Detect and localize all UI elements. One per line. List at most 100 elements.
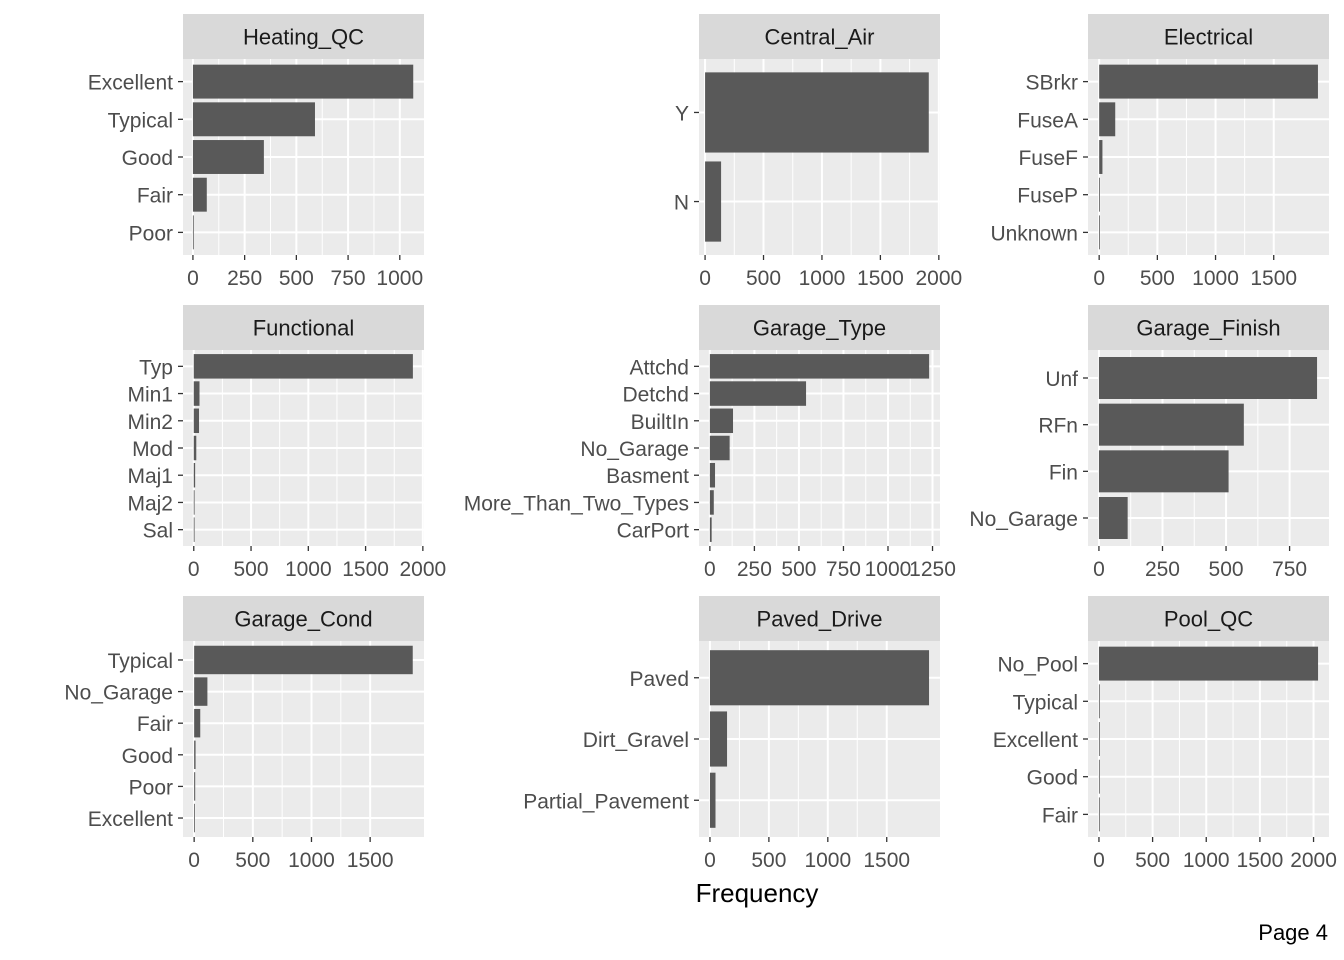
x-tick-label: 1500: [342, 558, 389, 581]
category-label: FuseP: [1017, 185, 1078, 208]
facet-strip: [1088, 14, 1329, 59]
facet-title: Electrical: [1164, 25, 1253, 50]
x-tick-label: 2000: [399, 558, 446, 581]
facet-title: Functional: [253, 316, 355, 341]
x-tick-label: 0: [1093, 849, 1105, 872]
x-tick-label: 250: [737, 558, 772, 581]
bar-fair: [1098, 797, 1100, 832]
x-tick-label: 1000: [376, 267, 423, 290]
category-label: Poor: [129, 222, 173, 245]
x-tick-label: 0: [704, 558, 716, 581]
bar-y: [705, 72, 929, 153]
x-tick-label: 500: [1209, 558, 1244, 581]
x-tick-label: 1000: [285, 558, 332, 581]
category-label: Fair: [1042, 804, 1078, 827]
category-label: SBrkr: [1026, 72, 1079, 95]
category-label: FuseA: [1017, 109, 1078, 132]
facet-electrical: Electrical 0 500 1000 1500 SBrkr FuseA FuseF Fus…: [990, 14, 1329, 290]
category-label: Mod: [132, 438, 173, 461]
x-tick-label: 750: [331, 267, 366, 290]
category-label: Detchd: [622, 384, 689, 407]
bar-sal: [193, 517, 195, 542]
category-label: Unf: [1045, 368, 1078, 391]
facet-heating-qc: Heating_QC 0 250 500 750 1000 Excellent Typical…: [88, 14, 424, 290]
bar-good: [192, 140, 264, 174]
x-tick-label: 1500: [1237, 849, 1284, 872]
category-label: Unknown: [990, 222, 1078, 245]
bar-paved: [709, 650, 930, 706]
facet-title: Central_Air: [764, 25, 874, 50]
bar-more-than-two-types: [709, 490, 714, 515]
bar-min1: [193, 381, 200, 406]
bar-typical: [192, 102, 315, 137]
facet-central-air: Central_Air 0 500 1000 1500 2000 Y N: [674, 14, 962, 290]
category-label: N: [674, 192, 689, 215]
bar-unknown: [1099, 215, 1100, 250]
category-label: Fin: [1049, 461, 1078, 484]
category-label: No_Garage: [64, 682, 173, 705]
facet-strip: [183, 596, 424, 641]
facet-title: Garage_Cond: [234, 607, 372, 632]
facet-strip: [699, 305, 940, 350]
x-tick-label: 0: [704, 849, 716, 872]
category-label: Excellent: [88, 72, 173, 95]
category-label: FuseF: [1018, 147, 1078, 170]
category-label: More_Than_Two_Types: [464, 492, 689, 515]
facet-garage-finish: Garage_Finish 0 250 500 750 Unf RFn Fin No_Garag…: [969, 305, 1329, 581]
bar-maj1: [193, 462, 196, 488]
page-number: Page 4: [1258, 920, 1328, 945]
x-tick-label: 750: [826, 558, 861, 581]
category-label: Typical: [108, 650, 173, 673]
x-tick-label: 1500: [863, 849, 910, 872]
x-tick-label: 500: [751, 849, 786, 872]
x-tick-label: 1000: [865, 558, 912, 581]
category-label: Excellent: [88, 808, 173, 831]
x-tick-label: 1500: [857, 267, 904, 290]
category-label: Dirt_Gravel: [583, 729, 689, 752]
category-label: Paved: [629, 668, 689, 691]
facet-strip: [183, 305, 424, 350]
category-label: Typical: [108, 109, 173, 132]
x-tick-label: 500: [279, 267, 314, 290]
facet-garage-cond: Garage_Cond 0 500 1000 1500 Typical No_Garage F…: [64, 596, 424, 872]
facet-title: Pool_QC: [1164, 607, 1253, 632]
x-tick-label: 1000: [804, 849, 851, 872]
bar-partial-pavement: [709, 772, 716, 828]
x-tick-label: 500: [746, 267, 781, 290]
x-tick-label: 2000: [915, 267, 962, 290]
bar-maj2: [193, 490, 195, 515]
bar-mod: [193, 435, 197, 461]
category-label: Typ: [139, 356, 173, 379]
x-tick-label: 0: [188, 558, 200, 581]
category-label: Min2: [127, 411, 173, 434]
x-tick-label: 250: [227, 267, 262, 290]
facet-strip: [1088, 305, 1329, 350]
facet-strip: [699, 596, 940, 641]
category-label: Good: [122, 147, 173, 170]
x-tick-label: 1000: [288, 849, 335, 872]
bar-attchd: [709, 354, 930, 379]
x-tick-label: 0: [188, 849, 200, 872]
bar-basment: [709, 462, 716, 488]
bar-detchd: [709, 381, 807, 406]
category-label: Poor: [129, 776, 173, 799]
x-tick-label: 1000: [799, 267, 846, 290]
facet-strip: [1088, 596, 1329, 641]
category-label: Good: [1027, 767, 1078, 790]
bar-fusep: [1099, 177, 1100, 212]
category-label: Attchd: [629, 356, 689, 379]
facet-title: Garage_Type: [753, 316, 886, 341]
category-label: Typical: [1013, 691, 1078, 714]
category-label: BuiltIn: [631, 411, 689, 434]
bar-min2: [193, 408, 200, 434]
bar-excellent: [1098, 722, 1100, 756]
facet-title: Paved_Drive: [757, 607, 883, 632]
x-tick-label: 0: [1093, 558, 1105, 581]
category-label: No_Pool: [997, 654, 1078, 677]
bar-carport: [709, 517, 712, 542]
category-label: Partial_Pavement: [523, 790, 689, 813]
bar-no-garage: [194, 677, 208, 706]
bar-rfn: [1098, 403, 1244, 446]
